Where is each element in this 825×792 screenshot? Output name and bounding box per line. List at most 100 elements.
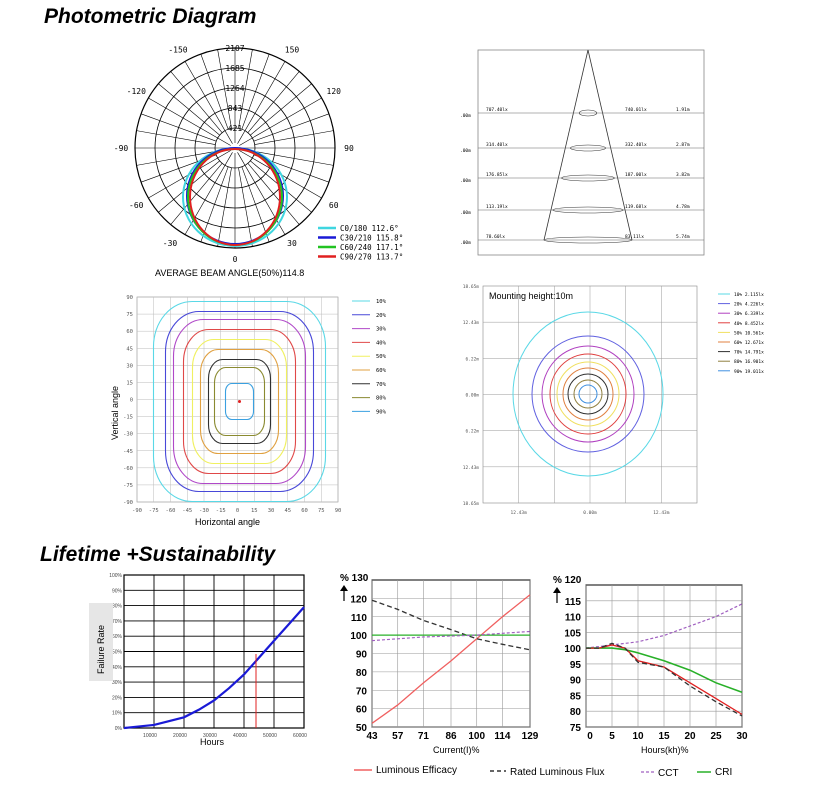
curr-xtick: 114 — [494, 731, 511, 742]
legend-flux-label: Rated Luminous Flux — [510, 767, 605, 778]
polar-spoke — [247, 71, 300, 133]
isolux-legend-label: 30% 6.339lx — [734, 311, 764, 317]
iso-contour-6 — [207, 358, 272, 445]
cone-ellipse — [561, 174, 615, 182]
polar-angle-label: -120 — [127, 87, 146, 96]
polar-angle-label: 120 — [327, 87, 342, 96]
isolux-xtick: 12.43m — [653, 510, 670, 516]
iso-contour-1 — [164, 310, 315, 493]
isolux-contour-7 — [573, 379, 603, 409]
fail-curve — [123, 606, 305, 730]
iso-ylabel: Vertical angle — [110, 386, 120, 440]
cone-height-label: .00m — [460, 178, 471, 184]
hours-xtick: 25 — [710, 731, 722, 742]
isolux-legend-label: 10% 2.115lx — [734, 292, 764, 298]
isolux-contour-8 — [578, 384, 598, 404]
polar-spoke — [238, 167, 253, 247]
fail-ytick: 20% — [112, 695, 123, 701]
hours-ytick: 110 — [565, 613, 582, 624]
isolux-ytick: 12.43m — [463, 320, 480, 326]
cone-edge — [543, 49, 589, 241]
polar-angle-label: 90 — [344, 144, 354, 153]
iso-xtick: -75 — [149, 508, 159, 514]
fail-xlabel: Hours — [200, 737, 225, 747]
curr-ytick: 70 — [356, 686, 368, 697]
isolux-ytick: 18.65m — [463, 501, 480, 507]
fail-xtick: 10000 — [143, 733, 157, 739]
fail-ytick: 50% — [112, 650, 123, 656]
iso-legend-label: 70% — [376, 382, 387, 388]
polar-angle-label: 60 — [329, 201, 339, 210]
curr-series-0 — [371, 594, 531, 724]
polar-legend-label: C60/240 117.1° — [340, 243, 403, 252]
polar-angle-label: -60 — [129, 201, 144, 210]
isolux-xtick: 0.00m — [583, 510, 597, 516]
iso-xtick: 30 — [268, 508, 275, 514]
isolux-ytick: 0.00m — [465, 393, 479, 399]
cone-eav-label: 176.85lx — [486, 172, 508, 178]
iso-legend-label: 10% — [376, 299, 387, 305]
iso-ytick: 0 — [130, 398, 133, 404]
polar-spoke — [217, 167, 232, 247]
fail-ytick: 10% — [112, 711, 123, 717]
curr-ytick: 120 — [350, 594, 367, 605]
iso-contour-5 — [199, 348, 280, 455]
curr-xtick: 129 — [522, 731, 539, 742]
cone-height-label: .00m — [460, 240, 471, 246]
polar-spoke — [184, 61, 233, 144]
hours-series-3 — [586, 642, 743, 717]
hours-series-1 — [586, 647, 743, 694]
hours-ytick: 85 — [570, 691, 582, 702]
cone-height-label: .00m — [460, 113, 471, 119]
isolux-legend-label: 90% 19.011x — [734, 369, 764, 375]
fail-ytick: 0% — [115, 726, 123, 732]
fail-xtick: 30000 — [203, 733, 217, 739]
isolux-legend-label: 60% 12.671x — [734, 340, 764, 346]
isolux-contour-2 — [541, 345, 635, 443]
polar-spoke — [238, 49, 253, 129]
hours-ytick: 90 — [570, 676, 582, 687]
iso-legend-label: 20% — [376, 313, 387, 319]
section-title-lifetime: Lifetime +Sustainability — [40, 543, 276, 566]
fail-ytick: 80% — [112, 604, 123, 610]
cone-emax-label: 187.00lx — [625, 172, 647, 178]
curr-yunit: % 130 — [340, 573, 369, 584]
hours-ytick: 100 — [564, 644, 581, 655]
iso-ytick: -45 — [123, 449, 133, 455]
polar-spoke — [241, 166, 270, 243]
curr-xtick: 43 — [366, 731, 378, 742]
polar-spoke — [200, 166, 229, 243]
iso-xtick: 75 — [318, 508, 325, 514]
curr-ytick: 60 — [356, 705, 368, 716]
iso-ytick: -15 — [123, 415, 133, 421]
polar-angle-label: 150 — [285, 45, 300, 54]
iso-xtick: -60 — [166, 508, 176, 514]
iso-xtick: 15 — [251, 508, 258, 514]
fail-ytick: 100% — [109, 573, 122, 579]
cone-frame — [477, 49, 705, 256]
cone-ellipse — [552, 206, 624, 214]
fail-ylabel: Failure Rate — [96, 625, 106, 674]
cone-edge — [587, 49, 633, 241]
section-title-photometric: Photometric Diagram — [44, 5, 257, 28]
cone-emax-label: 740.01lx — [625, 107, 647, 113]
isolux-contour-3 — [549, 353, 627, 435]
iso-legend-label: 90% — [376, 409, 387, 415]
iso-legend-label: 80% — [376, 396, 387, 402]
polar-legend-label: C30/210 115.8° — [340, 234, 403, 243]
polar-curve-3 — [189, 148, 281, 246]
cone-emax-label: 332.40lx — [625, 142, 647, 148]
iso-ytick: 30 — [126, 363, 133, 369]
polar-spoke — [241, 53, 270, 130]
isolux-note: Mounting height:10m — [489, 291, 573, 301]
polar-caption: AVERAGE BEAM ANGLE(50%)114.8 — [155, 268, 304, 278]
iso-xtick: -15 — [216, 508, 226, 514]
iso-ytick: 15 — [126, 380, 133, 386]
iso-ytick: 60 — [126, 329, 133, 335]
polar-spoke — [158, 83, 220, 136]
iso-contour-7 — [213, 366, 266, 437]
